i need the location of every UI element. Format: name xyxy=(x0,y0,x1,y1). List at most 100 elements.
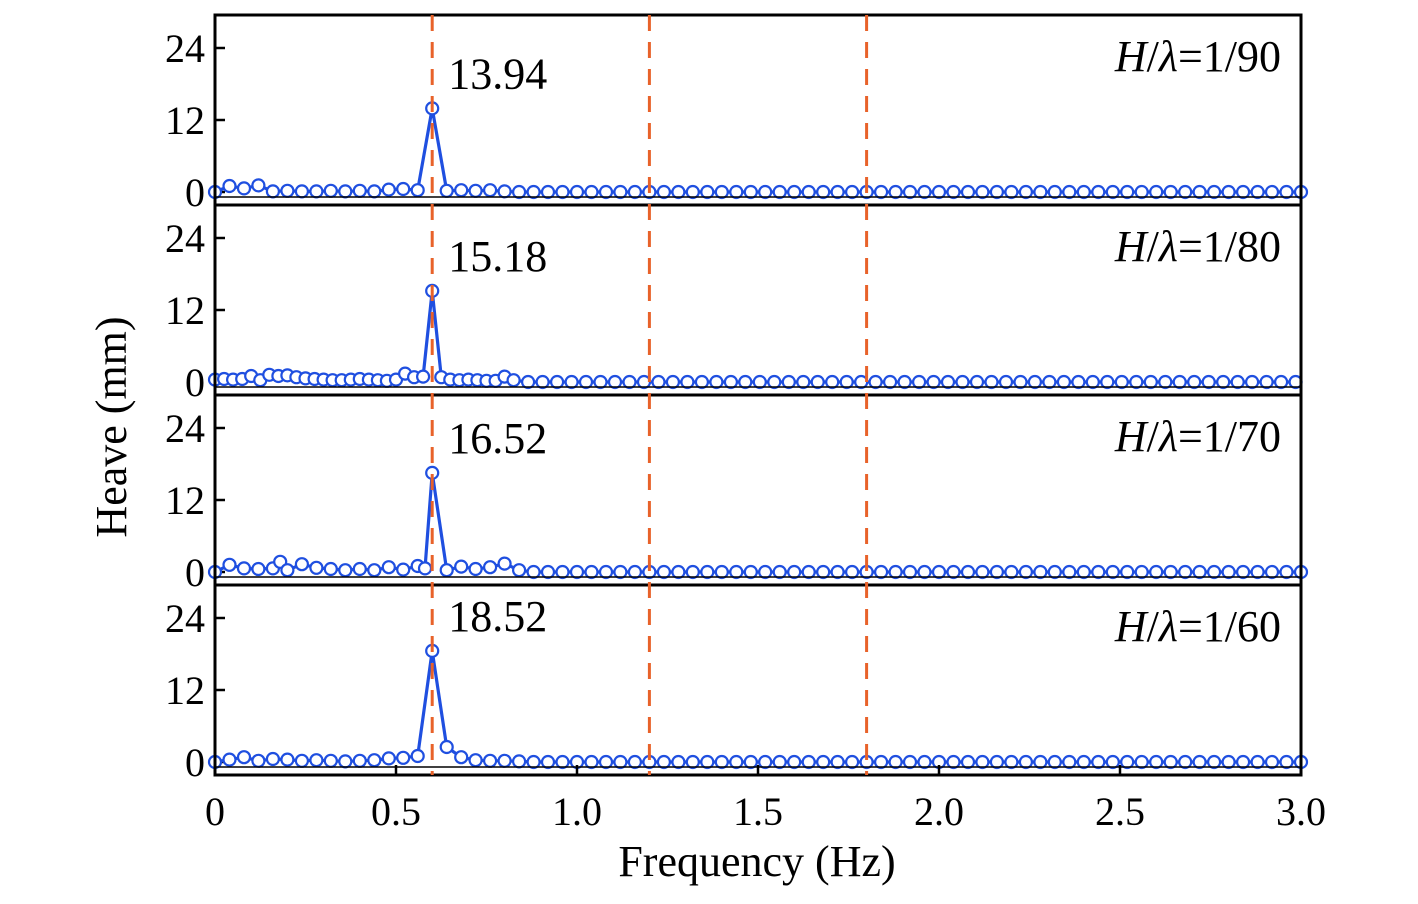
data-point xyxy=(1085,374,1100,390)
data-point xyxy=(367,753,382,768)
data-point xyxy=(396,181,411,197)
series-line xyxy=(214,472,1301,574)
data-point xyxy=(1221,184,1236,200)
data-point xyxy=(1206,564,1222,580)
data-point xyxy=(738,374,753,390)
data-point xyxy=(1062,184,1077,200)
data-point xyxy=(1027,374,1043,390)
data-point xyxy=(888,754,903,770)
data-point xyxy=(984,374,999,390)
y-tick-label: 12 xyxy=(165,288,205,333)
data-point xyxy=(729,754,744,770)
data-point xyxy=(381,751,396,766)
data-point xyxy=(1062,564,1077,580)
data-point xyxy=(1076,564,1091,580)
x-tick-label: 3.0 xyxy=(1276,789,1326,834)
data-point xyxy=(1047,184,1062,200)
data-point xyxy=(613,564,628,580)
data-point xyxy=(222,557,237,572)
data-point xyxy=(607,374,623,390)
data-point xyxy=(1091,754,1106,770)
y-tick-label: 12 xyxy=(165,668,205,713)
data-point xyxy=(729,184,744,200)
data-point xyxy=(236,561,252,576)
x-tick-label: 1.0 xyxy=(552,789,602,834)
data-point xyxy=(940,374,956,390)
data-point xyxy=(367,184,382,199)
data-point xyxy=(671,564,686,580)
data-point xyxy=(772,184,787,200)
series-line xyxy=(214,290,1296,384)
data-point xyxy=(723,374,739,390)
data-point xyxy=(1259,374,1274,390)
data-point xyxy=(714,754,729,770)
data-point xyxy=(540,754,556,770)
data-point xyxy=(1221,564,1236,580)
data-point xyxy=(873,754,889,770)
data-point xyxy=(396,750,411,765)
data-point xyxy=(1105,184,1120,200)
data-point xyxy=(830,564,845,580)
data-point xyxy=(1273,374,1289,390)
data-point xyxy=(309,753,324,768)
data-point xyxy=(897,374,912,390)
data-point xyxy=(656,184,672,200)
data-point xyxy=(410,748,425,764)
data-point xyxy=(801,754,816,770)
data-point xyxy=(926,374,941,390)
data-point xyxy=(1279,754,1294,770)
data-point xyxy=(280,183,295,198)
data-point xyxy=(873,564,889,580)
data-point xyxy=(352,183,367,198)
data-point xyxy=(1235,564,1251,580)
data-point xyxy=(1018,754,1034,770)
data-point xyxy=(584,184,599,200)
data-point xyxy=(627,184,643,200)
data-point xyxy=(468,183,483,198)
data-point xyxy=(1250,564,1265,580)
data-point xyxy=(989,564,1005,580)
data-point xyxy=(1120,564,1135,580)
data-point xyxy=(506,373,521,388)
y-axis-label: Heave (mm) xyxy=(87,316,136,537)
data-point xyxy=(569,184,585,200)
data-point xyxy=(758,184,773,200)
data-point xyxy=(1264,754,1280,770)
data-point xyxy=(1201,374,1216,390)
data-point xyxy=(381,182,396,197)
x-tick-label: 2.0 xyxy=(914,789,964,834)
data-point xyxy=(1120,754,1135,770)
data-point xyxy=(1071,374,1086,390)
data-point xyxy=(1056,374,1072,390)
data-point xyxy=(685,184,700,200)
data-point xyxy=(1018,184,1034,200)
data-point xyxy=(787,754,802,770)
data-point xyxy=(1216,374,1231,390)
data-point xyxy=(888,564,903,580)
data-point xyxy=(598,754,614,770)
peak-value-label: 13.94 xyxy=(448,49,547,98)
data-point xyxy=(752,374,767,390)
data-point xyxy=(714,564,729,580)
peak-value-label: 16.52 xyxy=(448,414,547,463)
axes-layer: 0 0.5 1.0 1.5 2.0 2.5 3.0 xyxy=(205,13,1326,834)
data-point xyxy=(1076,184,1091,200)
data-point xyxy=(1114,374,1129,390)
data-point xyxy=(622,374,637,390)
data-point xyxy=(816,754,831,770)
data-point xyxy=(816,564,831,580)
data-point xyxy=(454,750,469,765)
data-point xyxy=(309,560,324,575)
y-tick-label: 12 xyxy=(165,98,205,143)
y-tick-label: 24 xyxy=(165,596,205,641)
data-point xyxy=(1192,564,1207,580)
data-point xyxy=(1004,564,1019,580)
data-point xyxy=(439,563,454,578)
data-point xyxy=(1134,184,1149,200)
data-point xyxy=(555,754,570,770)
data-point xyxy=(483,560,498,575)
y-tick-label: 24 xyxy=(165,216,205,261)
data-point xyxy=(410,183,425,198)
panel-1: 0 12 24 13.94 H/λ=1/90 xyxy=(165,26,1309,215)
data-point xyxy=(1013,374,1028,390)
